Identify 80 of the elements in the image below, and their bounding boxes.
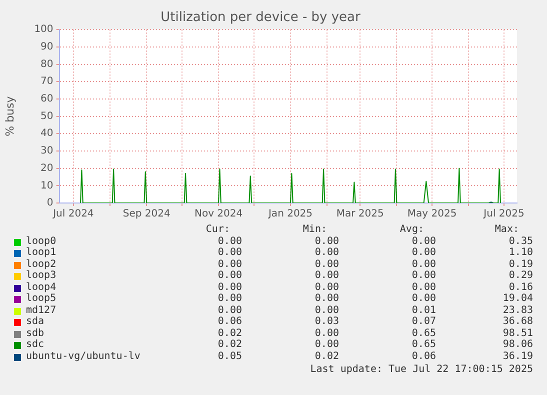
x-tick-label: Jul 2024 [52, 208, 94, 220]
text: 23.83 [502, 304, 533, 316]
text: 0.00 [218, 304, 242, 316]
y-tick-label: 40 [40, 128, 54, 140]
text: 0.00 [218, 282, 242, 294]
text: 0.65 [412, 339, 436, 351]
text: 19.04 [502, 293, 533, 305]
text: 0.00 [218, 247, 242, 259]
text: 0.00 [412, 293, 436, 305]
legend-label: loop3 [26, 270, 56, 282]
text: 1.10 [508, 247, 533, 259]
text: Max: [494, 224, 519, 236]
text: 0.00 [412, 282, 436, 294]
text: 0.02 [218, 328, 242, 340]
text: 0.06 [218, 316, 242, 328]
text: Avg: [400, 224, 424, 236]
text: 0.00 [412, 258, 436, 270]
text: 0.16 [508, 282, 533, 294]
legend-label: loop2 [26, 258, 56, 270]
text: 0.06 [412, 350, 436, 362]
text: 98.51 [502, 328, 533, 340]
text: Last update: Tue Jul 22 17:00:15 2025 [310, 364, 533, 376]
text: 0.05 [218, 350, 242, 362]
text: 0.00 [412, 236, 436, 248]
text: 0.00 [314, 293, 339, 305]
text: 0.00 [218, 236, 242, 248]
text: 0.19 [508, 258, 533, 270]
y-tick-label: 70 [40, 76, 54, 88]
text: Cur: [206, 224, 230, 236]
text: 0.00 [314, 282, 339, 294]
legend-label: sda [26, 316, 44, 328]
x-tick-label: Mar 2025 [336, 208, 384, 220]
text: 0.00 [218, 258, 242, 270]
text: 0.00 [314, 247, 339, 259]
y-tick-label: 10 [40, 180, 54, 192]
text: 0.00 [218, 270, 242, 282]
text: 36.68 [502, 316, 533, 328]
text: 0.00 [314, 236, 339, 248]
text: 0.02 [218, 339, 242, 351]
y-axis-title: % busy [3, 96, 16, 136]
text: 36.19 [502, 350, 533, 362]
text: 0.29 [508, 270, 533, 282]
text: 0.03 [314, 316, 339, 328]
text: 0.00 [314, 304, 339, 316]
text: 0.65 [412, 328, 436, 340]
legend-label: loop5 [26, 293, 56, 305]
text: 0.02 [314, 350, 339, 362]
text: 0.00 [314, 339, 339, 351]
y-tick-label: 90 [40, 42, 54, 53]
text: 0.00 [314, 328, 339, 340]
text: 0.01 [412, 304, 436, 316]
text: 0.00 [412, 247, 436, 259]
legend-label: loop0 [26, 236, 56, 246]
x-tick-label: Jul 2025 [482, 208, 524, 220]
x-tick-label: May 2025 [407, 208, 457, 220]
y-tick-label: 30 [40, 146, 54, 157]
legend-label: sdc [26, 339, 44, 351]
y-tick-label: 0 [46, 198, 54, 209]
x-tick-label: Jan 2025 [267, 208, 313, 220]
text: 0.00 [218, 293, 242, 305]
legend-label: ubuntu-vg/ubuntu-lv [26, 350, 140, 362]
y-tick-label: 100 [34, 24, 54, 36]
text: 0.00 [314, 258, 339, 270]
legend-label: loop4 [26, 282, 56, 292]
y-tick-label: 50 [40, 110, 54, 122]
legend-label: loop1 [26, 247, 56, 259]
x-tick-label: Sep 2024 [122, 208, 170, 220]
x-tick-label: Nov 2024 [194, 208, 243, 220]
y-tick-label: 80 [40, 58, 54, 70]
chart-title: Utilization per device - by year [160, 10, 362, 26]
text: Min: [302, 224, 327, 236]
text: 0.00 [314, 270, 339, 282]
y-tick-label: 60 [40, 94, 54, 105]
y-tick-label: 20 [40, 162, 54, 174]
text: 0.35 [508, 236, 533, 248]
legend-label: md127 [26, 304, 56, 316]
legend-label: sdb [26, 328, 44, 339]
text: 0.00 [412, 270, 436, 282]
text: 0.07 [412, 316, 436, 328]
text: 98.06 [502, 339, 533, 351]
